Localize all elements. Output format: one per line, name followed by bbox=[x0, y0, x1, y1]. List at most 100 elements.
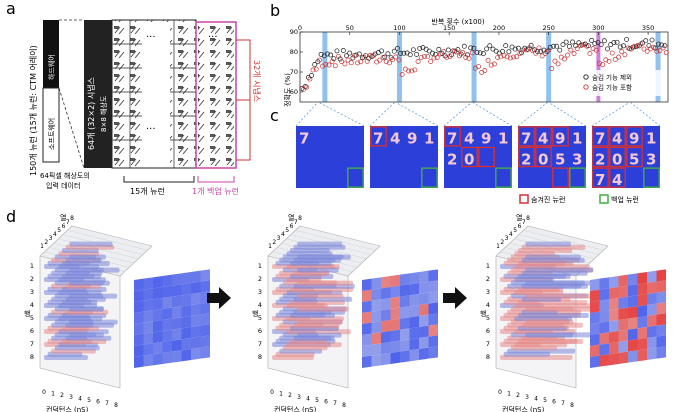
synapse-count-label: 32개 시냅스 bbox=[252, 60, 262, 102]
heatmap-cell bbox=[172, 350, 182, 363]
data-point-black bbox=[474, 49, 480, 55]
digit-glyph: 5 bbox=[629, 150, 639, 168]
data-point-black bbox=[570, 39, 575, 45]
data-point-black bbox=[398, 50, 404, 56]
data-point-black bbox=[350, 55, 356, 61]
data-point-black bbox=[334, 48, 340, 54]
data-point-red bbox=[348, 60, 354, 66]
x-tick-label: 250 bbox=[542, 24, 554, 32]
data-point-black bbox=[614, 39, 620, 45]
connector-bottom bbox=[58, 87, 85, 169]
hidden-neuron-box bbox=[626, 126, 643, 147]
synapse-bracket bbox=[236, 39, 251, 161]
heatmap-cell bbox=[409, 271, 419, 285]
cond-tick: 7 bbox=[561, 400, 565, 407]
conductance-bar bbox=[297, 241, 343, 247]
heatmap-cell bbox=[599, 277, 609, 290]
heatmap-cell bbox=[390, 285, 400, 298]
data-point-red bbox=[501, 52, 507, 58]
data-point-black bbox=[560, 42, 566, 48]
heatmap-cell bbox=[637, 304, 647, 318]
col-tick: 3 bbox=[505, 235, 509, 242]
cond-tick: 3 bbox=[297, 394, 301, 401]
panel-c: c 7 7 4 9 1 7 4 9 12 07 4 9 12 0 5 37 4 9 12 0 5 37 4 숨겨진 뉴런 백… bbox=[270, 101, 661, 204]
data-point-black bbox=[445, 47, 451, 53]
heatmap-cell bbox=[400, 273, 410, 286]
panel-d-label: d bbox=[6, 207, 16, 226]
row-axis-label: 행 bbox=[24, 309, 30, 318]
data-point-red bbox=[434, 55, 440, 61]
digit-glyph: 4 bbox=[612, 130, 622, 148]
heatmap-cell bbox=[599, 332, 609, 345]
cond-tick: 2 bbox=[516, 392, 520, 399]
legend-backup-label: 백업 뉴런 bbox=[611, 195, 639, 204]
heatmap-cell bbox=[419, 347, 429, 360]
hidden-neuron-box bbox=[592, 126, 609, 147]
data-point-red bbox=[552, 58, 558, 64]
panel-a: a 150개 뉴런 (15개 뉴런: CTM 어레이) 하드웨어 소프트웨어 6… bbox=[6, 0, 262, 196]
data-point-red bbox=[600, 62, 606, 68]
legend-marker bbox=[583, 84, 589, 90]
heatmap-cell bbox=[162, 329, 172, 342]
data-point-red bbox=[491, 61, 497, 67]
heatmap-cell bbox=[409, 282, 419, 296]
highlight-band bbox=[471, 32, 477, 102]
heatmap-cell bbox=[609, 308, 619, 322]
row-tick: 2 bbox=[30, 275, 34, 283]
heatmap-cell bbox=[419, 336, 429, 349]
resolution-label: 8×8 해상도 bbox=[99, 95, 108, 132]
heatmap-cell bbox=[628, 284, 638, 297]
input-label-line1: 64픽셀 해상도의 bbox=[40, 171, 90, 180]
data-point-black bbox=[407, 52, 413, 58]
heatmap-cell bbox=[590, 278, 600, 291]
heatmap-cell bbox=[181, 337, 191, 351]
data-point-red bbox=[441, 49, 446, 55]
data-point-red bbox=[371, 53, 376, 59]
conductance-bar bbox=[69, 306, 104, 312]
heatmap-cell bbox=[390, 318, 400, 331]
heatmap-cell bbox=[599, 299, 609, 312]
heatmap-cell bbox=[200, 269, 210, 282]
heatmap bbox=[134, 269, 210, 368]
data-point-red bbox=[663, 50, 669, 56]
col-tick: 1 bbox=[40, 243, 44, 250]
heatmap-cell bbox=[153, 319, 163, 333]
data-point-red bbox=[632, 43, 637, 49]
data-point-red bbox=[568, 47, 574, 53]
software-label: 소프트웨어 bbox=[47, 118, 56, 150]
heatmap-cell bbox=[419, 325, 429, 338]
digit-glyph: 7 bbox=[447, 130, 457, 148]
row-tick: 1 bbox=[258, 262, 262, 270]
data-point-red bbox=[418, 54, 424, 60]
heatmap-cell bbox=[191, 292, 201, 305]
cond-tick: 2 bbox=[288, 392, 292, 399]
data-point-black bbox=[538, 48, 544, 54]
hidden-neuron-box bbox=[370, 126, 387, 147]
heatmap-cell bbox=[200, 346, 210, 359]
row-tick: 6 bbox=[486, 327, 490, 335]
heatmap-cell bbox=[428, 291, 438, 304]
data-point-red bbox=[520, 47, 526, 53]
data-point-black bbox=[506, 49, 512, 55]
row-tick: 5 bbox=[30, 314, 34, 322]
data-point-red bbox=[590, 46, 596, 52]
data-point-red bbox=[657, 48, 663, 53]
data-point-black bbox=[550, 43, 556, 49]
heatmap-cell bbox=[162, 296, 172, 309]
heatmap-cell bbox=[609, 275, 619, 289]
legend-hidden-label: 숨겨진 뉴런 bbox=[531, 195, 565, 204]
heatmap-cell bbox=[618, 296, 628, 309]
backup-neuron-box bbox=[347, 167, 364, 188]
heatmap-cell bbox=[362, 333, 372, 346]
heatmap-cell bbox=[647, 347, 657, 360]
hidden-neuron-box bbox=[478, 146, 495, 168]
heatmap-cell bbox=[362, 322, 372, 335]
col-tick: 7 bbox=[66, 219, 70, 226]
backup-label: 1개 백업 뉴런 bbox=[192, 186, 239, 196]
data-point-black bbox=[656, 41, 661, 47]
heatmap-cell bbox=[362, 289, 372, 302]
conductance-bar bbox=[525, 306, 608, 312]
conductance-bar bbox=[69, 267, 120, 273]
